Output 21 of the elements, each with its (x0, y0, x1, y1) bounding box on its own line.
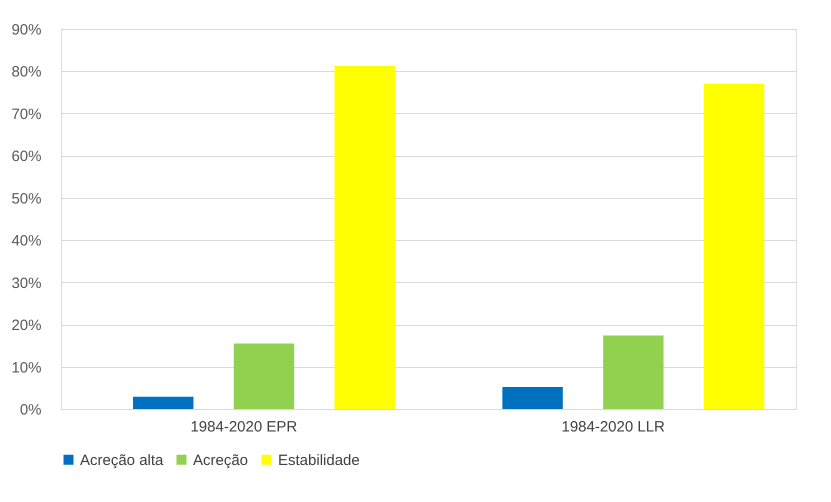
y-tick-label: 90% (11, 22, 42, 38)
y-tick-label: 30% (11, 274, 42, 292)
legend-label: Estabilidade (278, 452, 360, 469)
bar (704, 84, 764, 409)
x-tick-label: 1984-2020 EPR (190, 418, 298, 436)
bar (502, 387, 563, 409)
bar (133, 396, 194, 409)
legend-label: Acreção (193, 452, 248, 469)
bar (334, 66, 395, 409)
y-tick-label: 20% (11, 317, 42, 334)
y-tick-label: 50% (11, 190, 42, 208)
y-tick-label: 40% (11, 232, 42, 250)
y-tick-label: 80% (11, 64, 42, 81)
x-tick-label: 1984-2020 LLR (561, 418, 666, 436)
bar (234, 344, 294, 409)
legend-label: Acreção alta (80, 452, 164, 469)
y-tick-label: 60% (11, 148, 42, 166)
bar (603, 336, 664, 409)
y-tick-label: 70% (11, 106, 42, 123)
y-tick-label: 0% (20, 402, 42, 418)
y-tick-label: 10% (11, 359, 42, 376)
